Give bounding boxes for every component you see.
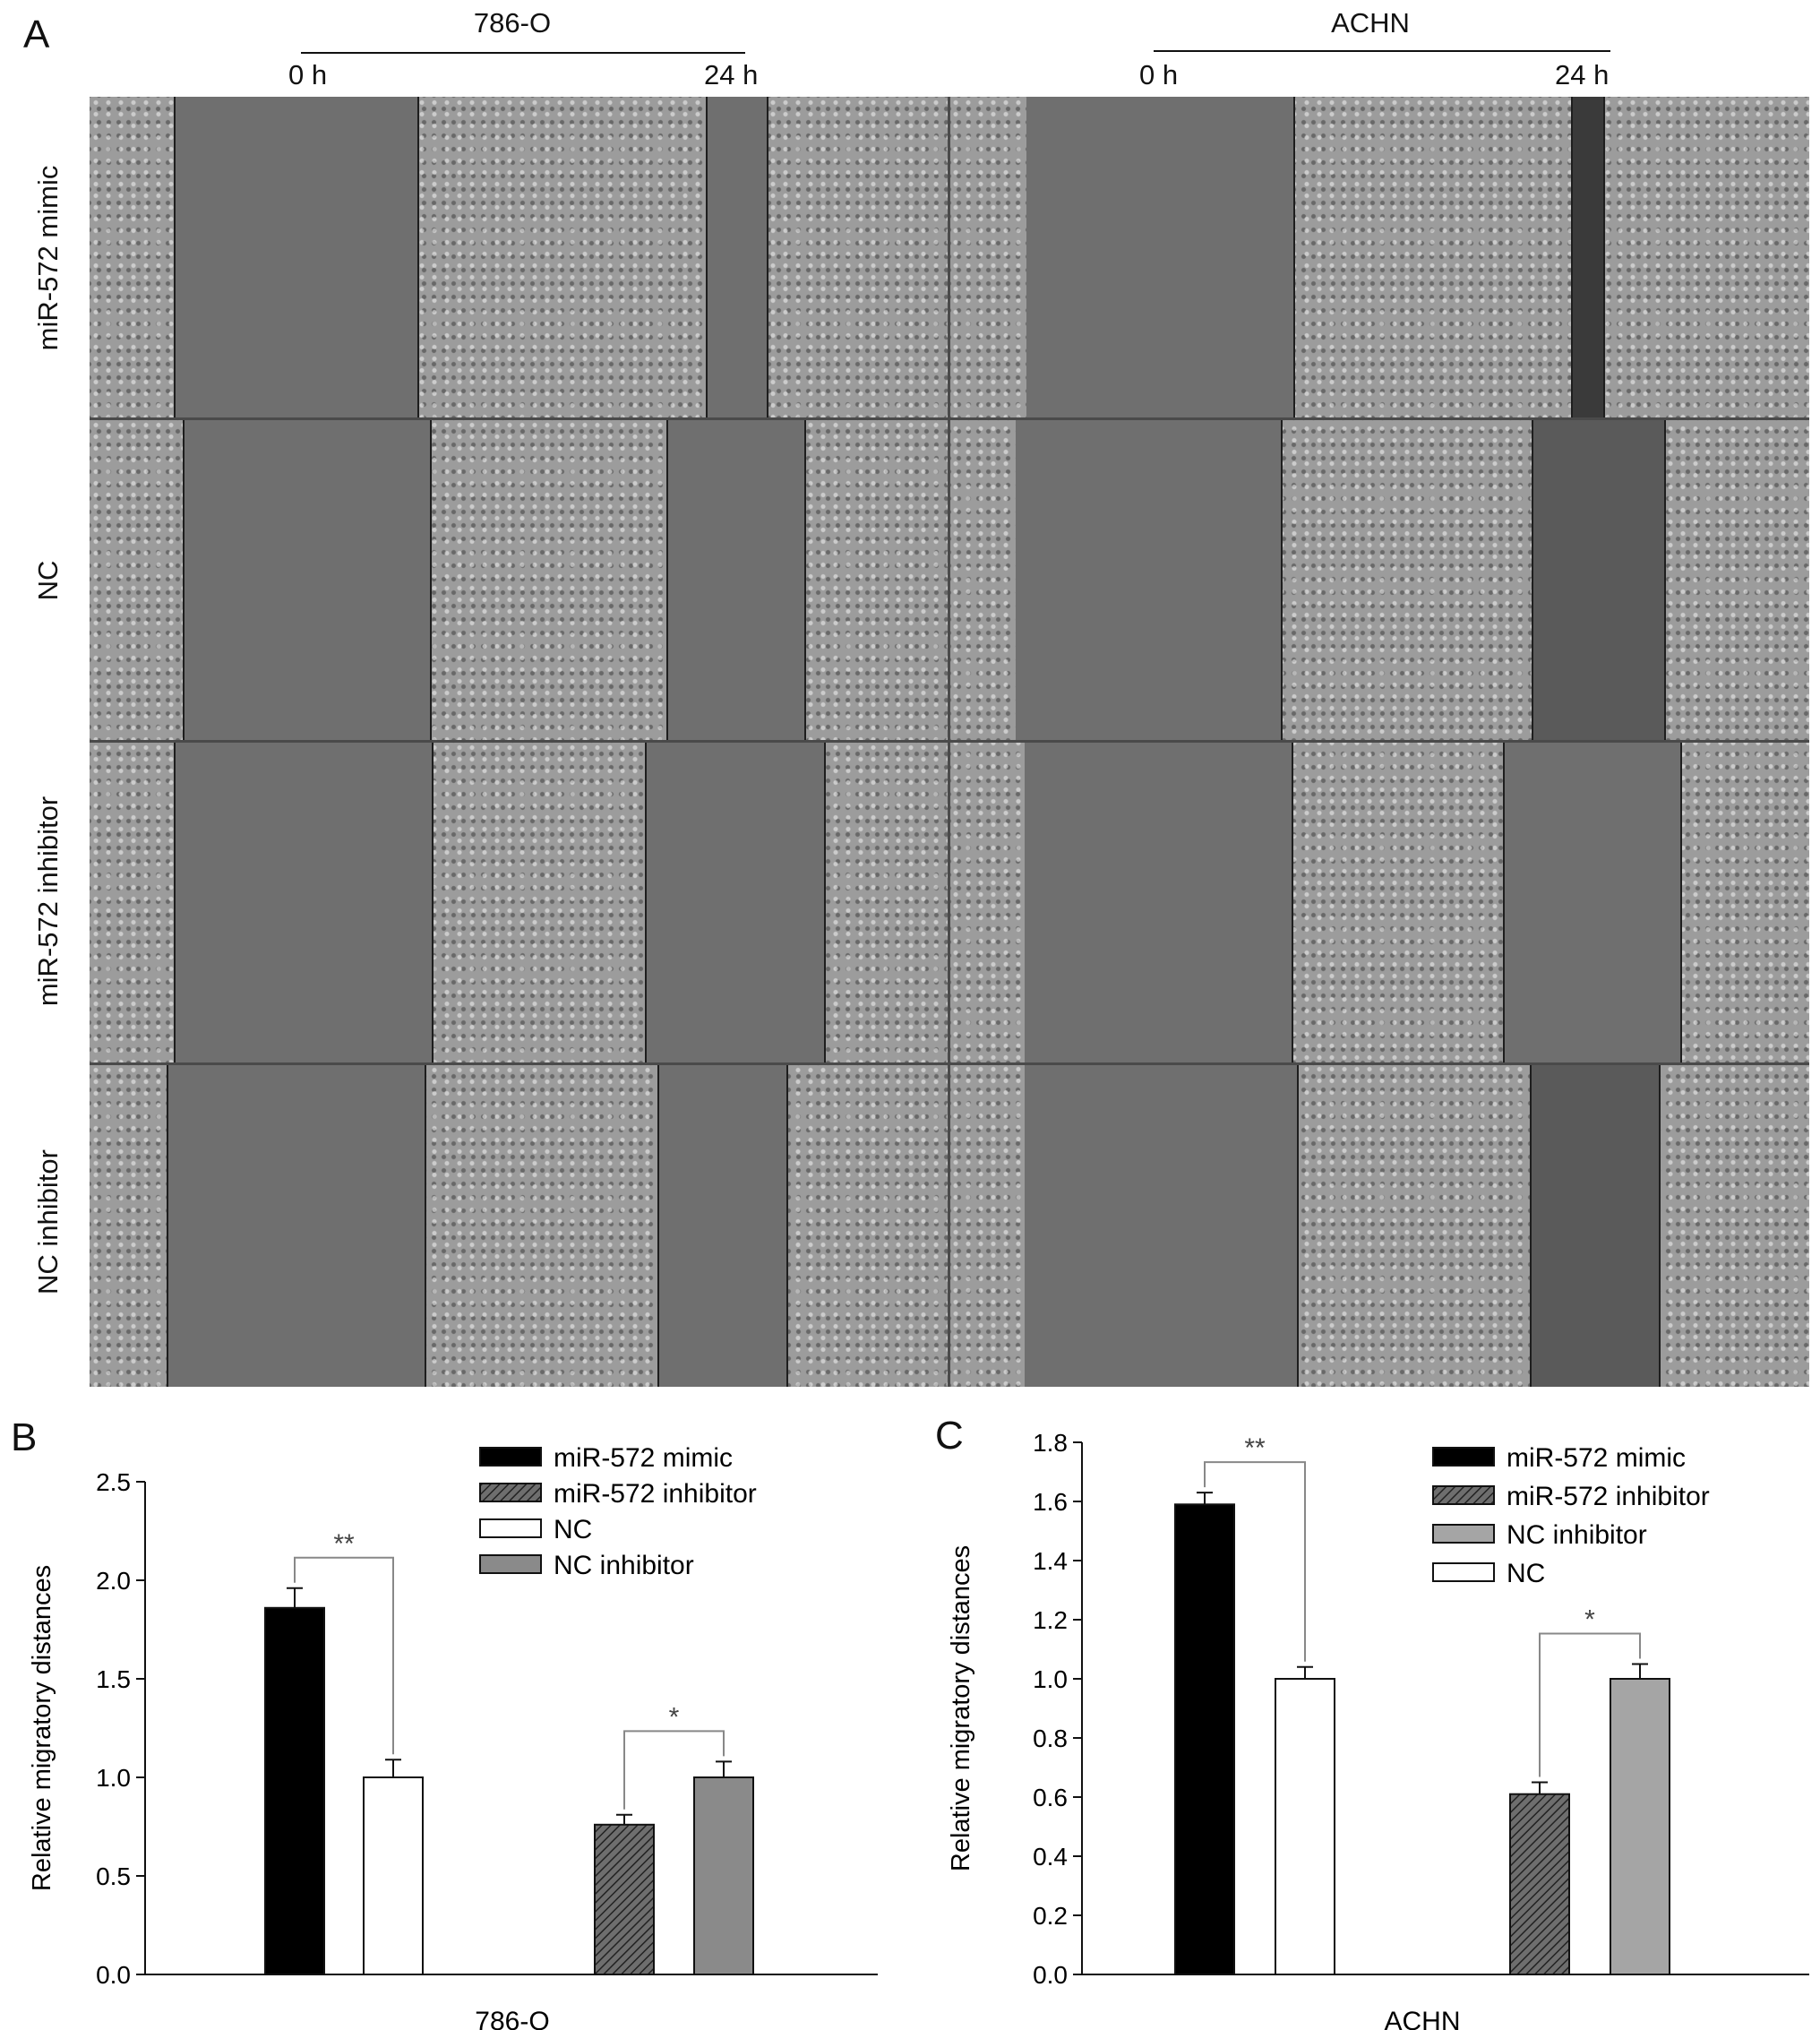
y-tick-label: 1.6: [1033, 1488, 1068, 1516]
legend-swatch-mir-572-inhibitor: [1432, 1485, 1495, 1505]
row-label-mimic: miR-572 mimic: [32, 165, 64, 351]
bar-nc-inhibitor: [1610, 1678, 1670, 1975]
y-tick-label: 1.0: [96, 1764, 131, 1792]
significance-label: **: [1244, 1433, 1266, 1463]
bar-mir-572-inhibitor: [1509, 1793, 1570, 1976]
legend-label-mir-572-mimic: miR-572 mimic: [1507, 1443, 1686, 1473]
y-tick-label: 0.2: [1033, 1902, 1068, 1930]
legend-swatch-nc: [479, 1518, 542, 1538]
cell-line-786o-header: 786-O: [473, 7, 552, 39]
y-tick-label: 1.8: [1033, 1429, 1068, 1457]
micrograph-786o: [90, 97, 949, 1387]
y-axis-label: Relative migratory distances: [947, 1545, 975, 1871]
legend-swatch-nc: [1432, 1562, 1495, 1582]
legend-label-nc: NC: [554, 1515, 592, 1544]
y-tick-label: 0.4: [1033, 1843, 1068, 1871]
legend-swatch-mir-572-inhibitor: [479, 1483, 542, 1502]
significance-bracket: [294, 1556, 394, 1755]
x-axis-label: ACHN: [1384, 2007, 1460, 2030]
bar-mir-572-inhibitor: [594, 1823, 655, 1975]
legend-swatch-nc-inhibitor: [1432, 1524, 1495, 1544]
legend-label-nc-inhibitor: NC inhibitor: [1507, 1520, 1647, 1550]
bar-nc: [1275, 1678, 1335, 1975]
y-tick-label: 0.0: [1033, 1961, 1068, 1989]
legend-swatch-mir-572-mimic: [1432, 1447, 1495, 1467]
time-786o-end: 24 h: [704, 59, 759, 90]
y-tick-label: 1.4: [1033, 1547, 1068, 1575]
legend-label-mir-572-inhibitor: miR-572 inhibitor: [1507, 1482, 1710, 1511]
legend-label-mir-572-mimic: miR-572 mimic: [554, 1443, 733, 1473]
y-axis-label: Relative migratory distances: [28, 1565, 56, 1891]
time-786o-start: 0 h: [288, 59, 328, 90]
legend-label-nc: NC: [1507, 1559, 1545, 1588]
legend-label-mir-572-inhibitor: miR-572 inhibitor: [554, 1479, 757, 1509]
bar-mir-572-mimic: [1174, 1503, 1235, 1976]
bar-nc-inhibitor: [693, 1776, 754, 1975]
y-tick-label: 0.5: [96, 1862, 131, 1890]
row-label-inhibitor: miR-572 inhibitor: [32, 796, 64, 1007]
chart-786o: 0.0 0.5 1.0 1.5 2.0 2.5 Relative migratory dis…: [28, 1443, 878, 2030]
y-tick-label: 0.0: [96, 1961, 131, 1989]
legend-swatch-mir-572-mimic: [479, 1447, 542, 1467]
y-tick-label: 2.0: [96, 1567, 131, 1595]
x-axis-label: 786-O: [475, 2007, 549, 2030]
chart-achn: 0.0 0.2 0.4 0.6 0.8 1.0 1.2 1.4 1.6 1.8 Relative m…: [947, 1429, 1809, 2030]
significance-bracket: [1204, 1461, 1306, 1662]
significance-label: **: [333, 1529, 355, 1559]
micrograph-grid: [90, 97, 1809, 1387]
row-label-nc-inhibitor: NC inhibitor: [32, 1149, 64, 1295]
y-tick-label: 0.6: [1033, 1784, 1068, 1811]
bar-nc: [363, 1776, 424, 1975]
legend-label-nc-inhibitor: NC inhibitor: [554, 1551, 694, 1580]
legend-swatch-nc-inhibitor: [479, 1554, 542, 1574]
panel-b-letter: B: [11, 1415, 38, 1459]
significance-label: *: [669, 1702, 680, 1732]
time-achn-end: 24 h: [1555, 59, 1610, 90]
significance-bracket: [1539, 1632, 1641, 1777]
time-achn-start: 0 h: [1139, 59, 1179, 90]
y-tick-label: 2.5: [96, 1468, 131, 1496]
panel-c-letter: C: [935, 1414, 964, 1458]
significance-bracket: [623, 1730, 725, 1810]
cell-line-achn-header: ACHN: [1331, 7, 1410, 39]
bar-mir-572-mimic: [264, 1606, 325, 1976]
panel-a-letter: A: [23, 13, 50, 56]
cell-line-achn-bracket: [1154, 50, 1610, 52]
cell-line-786o-bracket: [301, 52, 745, 54]
y-tick-label: 0.8: [1033, 1725, 1068, 1752]
row-label-nc: NC: [32, 560, 64, 601]
y-tick-label: 1.2: [1033, 1606, 1068, 1634]
y-tick-label: 1.0: [1033, 1665, 1068, 1693]
significance-label: *: [1584, 1605, 1595, 1635]
y-tick-label: 1.5: [96, 1665, 131, 1693]
